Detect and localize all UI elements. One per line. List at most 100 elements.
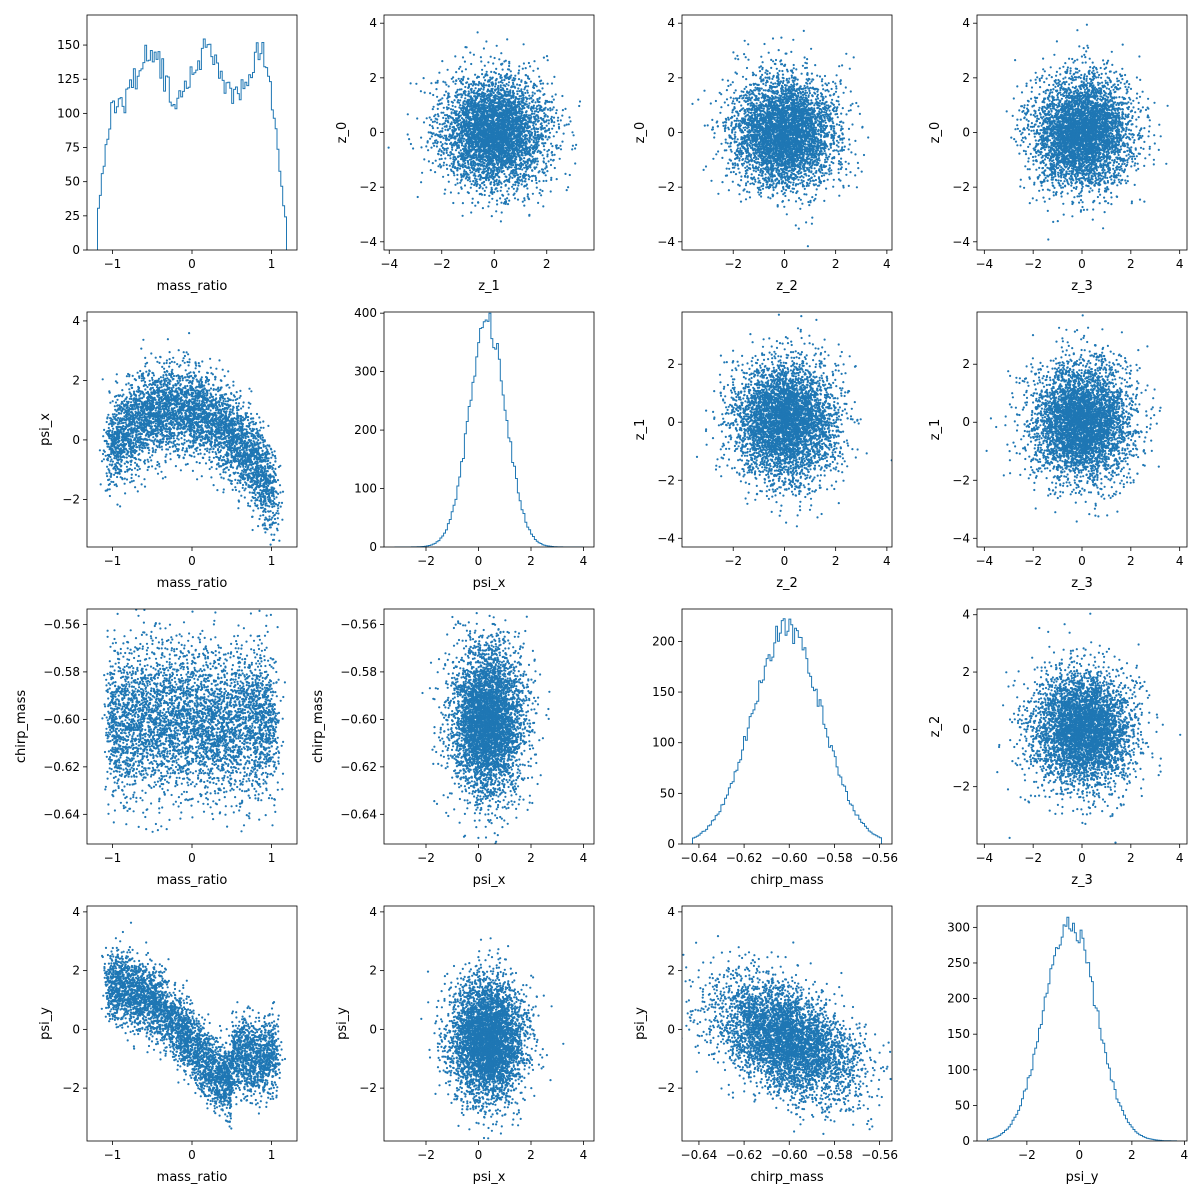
scatter-z1-z0-point-3812 [490,83,494,86]
scatter-z2-z0-point-339 [862,153,866,157]
scatter-z1-z0-point-111 [508,60,511,63]
scatter-z1-z0-point-3652 [453,130,456,133]
scatter-z1-z0-point-87 [561,114,564,117]
scatter-z1-z0-point-2207 [551,145,554,148]
scatter-z1-z0-point-4185 [512,96,515,99]
scatter-z1-z0-point-651 [478,184,482,187]
scatter-z1-z0-point-4247 [485,121,488,124]
scatter-z1-z0-ytick-label-3: 2 [369,71,377,85]
scatter-z1-z0-point-1161 [498,170,501,173]
scatter-z1-z0-point-4366 [493,181,496,184]
scatter-z1-z0-point-3585 [497,166,500,169]
scatter-z1-z0-point-3246 [454,135,457,138]
scatter-z1-z0-point-1946 [505,98,508,101]
scatter-z1-z0-point-2757 [497,73,501,76]
scatter-z1-z0-point-1251 [481,68,484,71]
scatter-z1-z0-point-4205 [468,169,472,172]
scatter-z1-z0-point-4400 [445,106,448,109]
scatter-z1-z0-point-3216 [473,80,476,83]
scatter-z1-z0-point-3452 [498,154,501,157]
scatter-z1-z0-point-98 [526,75,530,78]
scatter-z1-z0-point-3376 [442,111,445,114]
scatter-z1-z0-point-74 [552,135,555,138]
scatter-z2-z0-point-173 [764,76,767,79]
scatter-z1-z0-point-3154 [510,85,514,88]
scatter-z1-z0-point-3427 [537,127,540,130]
scatter-z1-z0-point-3852 [487,94,490,97]
scatter-z1-z0-point-2531 [547,122,550,125]
scatter-z2-z0-point-434 [746,109,749,112]
scatter-z1-z0-point-3668 [531,91,534,94]
scatter-z1-z0-point-3977 [487,205,490,208]
scatter-z1-z0-point-3374 [465,138,468,142]
scatter-z1-z0-point-3886 [481,103,484,106]
scatter-z1-z0-point-3880 [491,169,495,172]
scatter-z1-z0-point-3970 [485,84,488,87]
scatter-z1-z0-point-4499 [504,118,507,121]
scatter-z1-z0-point-1482 [507,81,511,84]
scatter-z1-z0-point-3361 [513,172,517,175]
scatter-z1-z0-point-2273 [459,99,462,102]
scatter-z1-z0-point-1548 [452,156,455,159]
scatter-z1-z0-point-4151 [478,156,481,159]
scatter-z1-z0-point-3866 [482,168,485,171]
scatter-z1-z0-point-4221 [512,193,515,196]
scatter-z1-z0-point-189 [425,145,428,148]
scatter-z1-z0-point-1710 [504,59,507,62]
scatter-z1-z0-point-4313 [509,94,512,97]
scatter-z1-z0-point-4245 [498,148,501,151]
scatter-z1-z0-point-4360 [508,173,511,176]
scatter-z1-z0-point-3920 [519,157,522,160]
scatter-z1-z0-point-3285 [521,91,524,94]
scatter-z1-z0-point-1795 [463,137,466,140]
scatter-z1-z0-point-3175 [531,131,534,134]
scatter-z1-z0-point-4070 [495,140,498,144]
scatter-z1-z0-point-3780 [409,82,412,85]
scatter-z1-z0-point-4260 [499,122,502,125]
scatter-z1-z0-point-1696 [549,107,552,110]
scatter-z1-z0-point-2809 [435,88,438,91]
scatter-z1-z0-point-4300 [459,65,462,68]
scatter-z1-z0-point-3219 [434,81,437,84]
scatter-z1-z0-point-2475 [508,120,511,123]
scatter-z1-z0-point-3386 [514,139,518,142]
scatter-z2-z0-point-226 [816,93,820,96]
scatter-z1-z0-point-118 [439,133,442,136]
scatter-z2-z0-point-371 [797,227,800,230]
scatter-z1-z0-point-278 [497,81,500,84]
scatter-z1-z0-point-1599 [484,92,487,95]
scatter-z1-z0-point-4155 [506,138,510,141]
scatter-z1-z0-point-2325 [444,128,447,131]
scatter-z1-z0-point-4426 [529,120,532,123]
scatter-z1-z0-point-2136 [440,154,443,157]
scatter-z1-z0-point-3184 [505,82,508,86]
scatter-z1-z0-point-4156 [498,91,501,94]
scatter-z1-z0-point-3415 [457,99,460,102]
scatter-z1-z0-point-4403 [538,107,541,110]
scatter-z1-z0-point-3762 [490,137,494,140]
scatter-z1-z0-point-2846 [445,163,448,166]
scatter-z1-z0-point-1521 [456,166,459,170]
scatter-z2-z0-point-271 [727,118,730,121]
scatter-z1-z0-point-749 [467,83,471,86]
scatter-z1-z0-point-2250 [437,99,440,102]
scatter-z1-z0-point-4351 [484,74,487,77]
scatter-z1-z0-point-1956 [548,100,551,103]
scatter-z1-z0-point-3536 [493,191,496,194]
scatter-z1-z0-point-2615 [530,179,534,182]
scatter-z1-z0-point-3645 [507,135,511,138]
hist-mass_ratio-xtick-label-0: −1 [104,257,122,271]
scatter-z1-z0-point-4425 [463,100,466,103]
scatter-z1-z0-point-2419 [461,214,464,217]
scatter-z1-z0-point-4293 [460,82,463,85]
scatter-z1-z0-point-188 [523,204,526,207]
scatter-z1-z0-point-4474 [476,137,479,140]
scatter-z1-z0-point-4055 [546,115,549,118]
scatter-z1-z0-point-4334 [466,166,469,169]
scatter-z1-z0-point-527 [561,140,564,143]
scatter-z1-z0-point-3123 [482,86,486,89]
scatter-z1-z0-point-1534 [432,142,435,145]
scatter-z1-z0-point-3752 [459,107,462,110]
scatter-z1-z0-point-3318 [461,111,464,114]
scatter-z1-z0-point-2698 [467,124,470,127]
